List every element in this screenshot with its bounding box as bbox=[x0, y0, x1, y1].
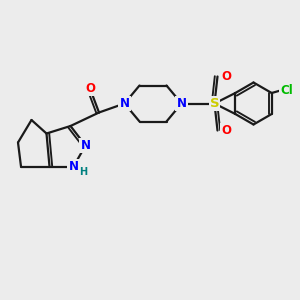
Text: O: O bbox=[85, 82, 95, 95]
Text: S: S bbox=[210, 97, 219, 110]
Text: H: H bbox=[79, 167, 87, 177]
Text: N: N bbox=[68, 160, 79, 173]
Text: Cl: Cl bbox=[280, 84, 293, 97]
Text: N: N bbox=[80, 139, 91, 152]
Text: O: O bbox=[221, 124, 231, 137]
Text: N: N bbox=[119, 97, 130, 110]
Text: O: O bbox=[221, 70, 231, 83]
Text: N: N bbox=[176, 97, 187, 110]
